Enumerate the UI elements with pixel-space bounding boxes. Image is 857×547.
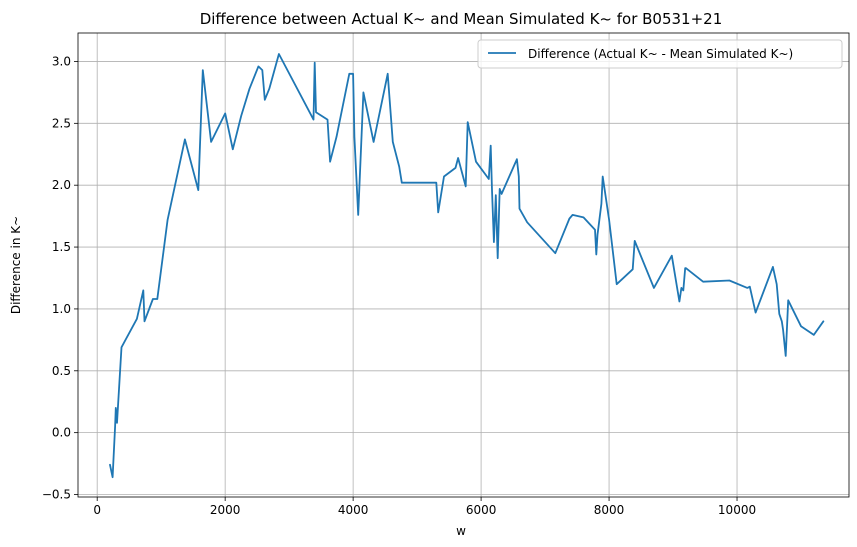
axis-ticks: 0 2000 4000 6000 8000 10000 −0.5 0.0 0.5 1.0 1.5 2.… [42, 54, 756, 517]
chart-title: Difference between Actual K~ and Mean Si… [200, 10, 723, 28]
x-tick-label: 10000 [718, 503, 756, 517]
y-tick-label: −0.5 [42, 488, 71, 502]
y-tick-label: 0.5 [52, 364, 71, 378]
y-tick-label: 2.5 [52, 116, 71, 130]
y-tick-label: 1.0 [52, 302, 71, 316]
legend-label: Difference (Actual K~ - Mean Simulated K… [528, 47, 793, 61]
x-tick-label: 4000 [338, 503, 369, 517]
y-tick-label: 3.0 [52, 54, 71, 68]
y-tick-label: 1.5 [52, 240, 71, 254]
x-axis-label: w [456, 524, 466, 538]
legend-box [477, 39, 843, 69]
legend: Difference (Actual K~ - Mean Simulated K… [477, 39, 843, 69]
series-layer [109, 53, 825, 479]
x-tick-label: 8000 [594, 503, 625, 517]
x-tick-label: 0 [93, 503, 101, 517]
y-axis-label: Difference in K~ [9, 216, 23, 314]
x-tick-label: 6000 [466, 503, 497, 517]
x-tick-label: 2000 [210, 503, 241, 517]
y-tick-label: 0.0 [52, 426, 71, 440]
plot-frame [77, 32, 850, 498]
series-line [109, 53, 825, 479]
y-tick-label: 2.0 [52, 178, 71, 192]
